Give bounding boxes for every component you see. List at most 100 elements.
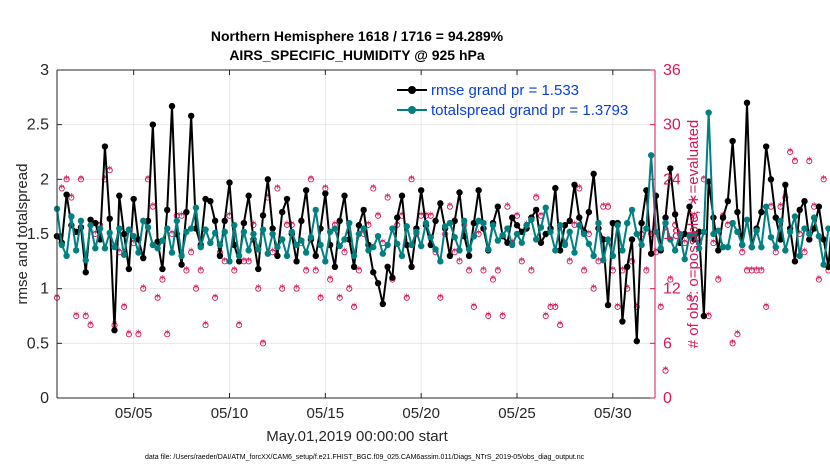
totalspread-point bbox=[820, 261, 827, 268]
obs-evaluated-point: * bbox=[668, 273, 674, 286]
totalspread-point bbox=[465, 246, 473, 253]
obs-possible-point bbox=[212, 294, 219, 301]
rmse-point bbox=[820, 236, 827, 243]
totalspread-point bbox=[470, 232, 478, 240]
rmse-point bbox=[149, 121, 157, 128]
totalspread-point bbox=[518, 239, 525, 246]
obs-possible-point bbox=[259, 340, 267, 347]
rmse-point bbox=[513, 222, 521, 229]
obs-possible-point bbox=[643, 267, 650, 274]
totalspread-point bbox=[365, 247, 372, 254]
obs-possible-point bbox=[820, 176, 827, 183]
obs-evaluated-point: * bbox=[807, 155, 813, 168]
rmse-point bbox=[758, 208, 765, 216]
obs-evaluated-point: * bbox=[481, 264, 487, 277]
obs-evaluated-point: * bbox=[783, 191, 789, 204]
obs-evaluated-point: * bbox=[519, 255, 525, 268]
obs-possible-point bbox=[202, 322, 209, 329]
totalspread-point bbox=[825, 225, 830, 232]
obs-possible-point bbox=[351, 303, 358, 310]
totalspread-point bbox=[499, 231, 506, 239]
totalspread-point bbox=[130, 232, 137, 240]
rmse-point bbox=[355, 222, 363, 229]
totalspread-point bbox=[164, 225, 171, 232]
totalspread-point bbox=[652, 228, 660, 236]
rmse-point bbox=[125, 265, 133, 273]
totalspread-point bbox=[58, 241, 65, 249]
rmse-point bbox=[705, 178, 712, 185]
obs-evaluated-point: * bbox=[64, 173, 70, 186]
totalspread-point bbox=[571, 249, 578, 256]
obs-evaluated-point: * bbox=[466, 264, 472, 277]
totalspread-point bbox=[326, 228, 334, 236]
rmse-point bbox=[274, 252, 281, 260]
obs-possible-point bbox=[466, 267, 473, 274]
totalspread-point bbox=[806, 230, 813, 238]
obs-evaluated-point: * bbox=[241, 255, 247, 268]
obs-possible-point bbox=[427, 212, 434, 219]
obs-evaluated-point: * bbox=[577, 182, 583, 195]
obs-possible-point bbox=[485, 312, 492, 320]
y-right-tick-label: 12 bbox=[663, 281, 681, 298]
totalspread-point bbox=[92, 245, 99, 252]
y-left-tick-label: 0 bbox=[40, 390, 49, 407]
totalspread-point bbox=[815, 232, 823, 240]
rmse-point bbox=[647, 250, 655, 257]
totalspread-point bbox=[580, 230, 588, 238]
legend-spread-marker bbox=[408, 106, 416, 114]
rmse-point bbox=[216, 252, 224, 260]
obs-possible-point bbox=[552, 303, 559, 310]
totalspread-point bbox=[556, 222, 564, 229]
rmse-point bbox=[719, 214, 727, 221]
rmse-point bbox=[686, 203, 693, 210]
y-right-tick-label: 6 bbox=[663, 335, 672, 352]
obs-evaluated-point: * bbox=[323, 182, 329, 195]
totalspread-point bbox=[566, 228, 573, 236]
totalspread-point bbox=[322, 258, 329, 265]
totalspread-point bbox=[183, 228, 190, 236]
rmse-point bbox=[633, 337, 640, 345]
obs-possible-point bbox=[667, 276, 674, 283]
obs-possible-point bbox=[303, 267, 310, 274]
totalspread-point bbox=[101, 245, 109, 252]
obs-evaluated-point: * bbox=[303, 264, 309, 277]
rmse-point bbox=[532, 206, 540, 214]
rmse-point bbox=[782, 181, 789, 188]
rmse-point bbox=[298, 217, 305, 225]
totalspread-point bbox=[633, 230, 640, 238]
obs-possible-point bbox=[140, 285, 147, 292]
obs-evaluated-point: * bbox=[605, 200, 611, 213]
obs-evaluated-point: * bbox=[624, 282, 630, 295]
totalspread-point bbox=[283, 252, 291, 260]
obs-evaluated-point: * bbox=[121, 300, 127, 313]
y-right-tick-label: 36 bbox=[663, 62, 681, 79]
obs-possible-point bbox=[255, 285, 262, 292]
y-left-tick-label: 1 bbox=[40, 281, 49, 298]
rmse-point bbox=[815, 203, 823, 210]
obs-possible-point bbox=[499, 312, 506, 320]
rmse-point bbox=[312, 252, 319, 260]
rmse-point bbox=[264, 176, 272, 183]
totalspread-point bbox=[298, 237, 305, 244]
totalspread-point bbox=[231, 222, 238, 229]
obs-possible-point bbox=[307, 176, 315, 183]
obs-evaluated-point: * bbox=[78, 173, 84, 186]
axis-ticks: 05/05 05/10 05/15 05/20 05/25 05/30 0 0.5 1 1.5 2 2… bbox=[27, 62, 681, 422]
obs-possible-point bbox=[355, 267, 362, 274]
rmse-point bbox=[302, 187, 310, 194]
totalspread-point bbox=[293, 241, 300, 249]
obs-evaluated-point: * bbox=[797, 228, 803, 241]
obs-possible-point bbox=[317, 294, 324, 301]
totalspread-point bbox=[662, 219, 669, 227]
totalspread-point bbox=[197, 243, 204, 251]
obs-evaluated-point: * bbox=[778, 200, 784, 213]
obs-possible-point bbox=[135, 331, 142, 338]
totalspread-point bbox=[77, 217, 85, 225]
totalspread-point bbox=[456, 247, 463, 254]
chart-title-line1: Northern Hemisphere 1618 / 1716 = 94.289… bbox=[211, 28, 504, 44]
obs-possible-point bbox=[58, 185, 65, 192]
obs-evaluated-point: * bbox=[514, 209, 520, 222]
rmse-point bbox=[475, 187, 482, 194]
totalspread-point bbox=[528, 216, 535, 223]
obs-evaluated-point: * bbox=[73, 310, 79, 323]
